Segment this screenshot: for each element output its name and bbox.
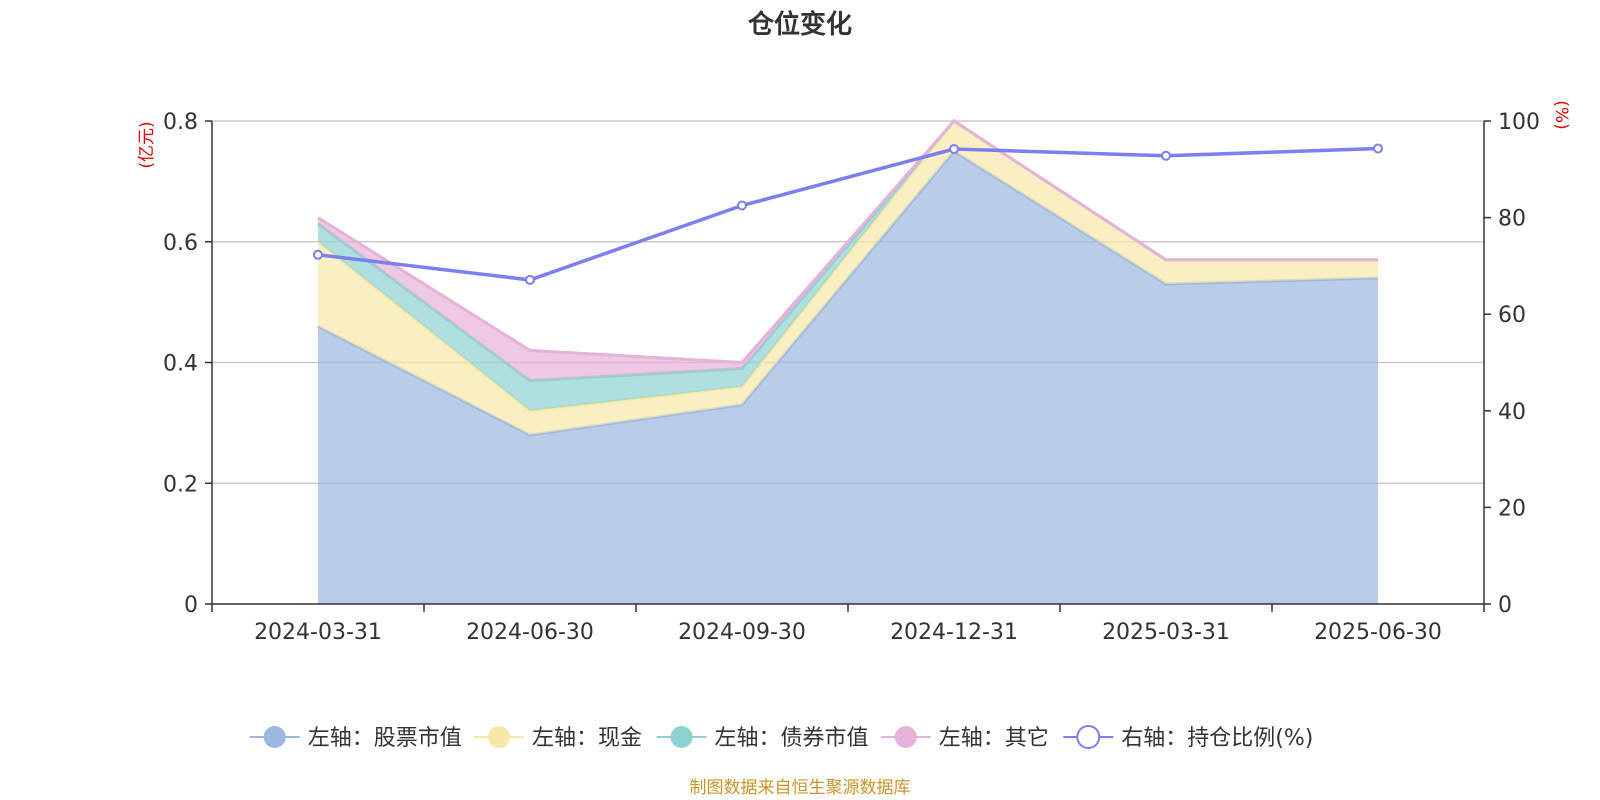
legend-marker-icon <box>1076 725 1101 749</box>
right-axis-unit: (%) <box>1551 100 1571 129</box>
right-tick-label: 60 <box>1498 303 1526 328</box>
area-fill <box>318 121 1378 435</box>
left-tick-label: 0 <box>184 593 198 618</box>
chart-title: 仓位变化 <box>747 9 852 40</box>
legend-item[interactable]: 左轴：现金 <box>474 726 642 751</box>
holding-ratio-point[interactable] <box>1373 143 1383 154</box>
legend-marker-icon <box>670 726 693 748</box>
legend-label: 左轴：现金 <box>532 726 642 751</box>
left-tick-label: 0.8 <box>163 110 198 135</box>
holding-ratio-point[interactable] <box>525 274 535 285</box>
stacked-areas <box>317 118 1379 604</box>
left-axis-unit: (亿元) <box>137 121 157 168</box>
right-tick-label: 0 <box>1498 593 1512 618</box>
holding-ratio-point[interactable] <box>1161 150 1171 161</box>
holding-ratio-point[interactable] <box>313 249 323 260</box>
legend-item[interactable]: 左轴：债券市值 <box>656 726 869 751</box>
legend-item[interactable]: 左轴：其它 <box>880 726 1049 751</box>
holding-ratio-point[interactable] <box>737 200 747 211</box>
area-edge <box>317 119 1378 365</box>
left-tick-label: 0.2 <box>163 472 198 497</box>
x-tick-label: 2024-09-30 <box>678 620 806 645</box>
area-series <box>317 119 1378 381</box>
left-tick-label: 0.6 <box>163 231 198 256</box>
axes: 0 0.2 0.4 0.6 0.8 0 20 40 60 80 100 2024-03-31 2024-… <box>163 110 1540 645</box>
right-tick-label: 40 <box>1498 400 1526 425</box>
legend-marker-icon <box>263 726 286 748</box>
legend-item[interactable]: 右轴：持仓比例(%) <box>1063 725 1313 751</box>
data-source-note: 制图数据来自恒生聚源数据库 <box>690 778 911 798</box>
legend-marker-icon <box>894 726 917 748</box>
x-tick-label: 2025-06-30 <box>1314 620 1442 645</box>
legend-label: 左轴：其它 <box>939 726 1049 751</box>
right-tick-label: 20 <box>1498 496 1526 521</box>
area-fill <box>318 151 1378 604</box>
holding-ratio-line <box>313 143 1383 285</box>
legend-label: 右轴：持仓比例(%) <box>1121 726 1313 751</box>
right-tick-label: 80 <box>1498 207 1526 232</box>
holding-ratio-point[interactable] <box>949 144 959 155</box>
legend-label: 左轴：债券市值 <box>715 726 869 751</box>
legend[interactable]: 左轴：股票市值 左轴：现金 左轴：债券市值 左轴：其它 右轴：持仓比例(%) <box>249 725 1314 751</box>
x-tick-label: 2024-06-30 <box>466 620 594 645</box>
x-tick-label: 2025-03-31 <box>1102 620 1230 645</box>
x-tick-label: 2024-03-31 <box>254 620 382 645</box>
legend-label: 左轴：股票市值 <box>308 726 462 751</box>
holding-ratio-path <box>317 146 1379 282</box>
right-tick-label: 100 <box>1498 110 1540 135</box>
left-tick-label: 0.4 <box>163 352 198 377</box>
legend-item[interactable]: 左轴：股票市值 <box>249 726 462 751</box>
x-tick-label: 2024-12-31 <box>890 620 1018 645</box>
legend-marker-icon <box>488 726 510 748</box>
